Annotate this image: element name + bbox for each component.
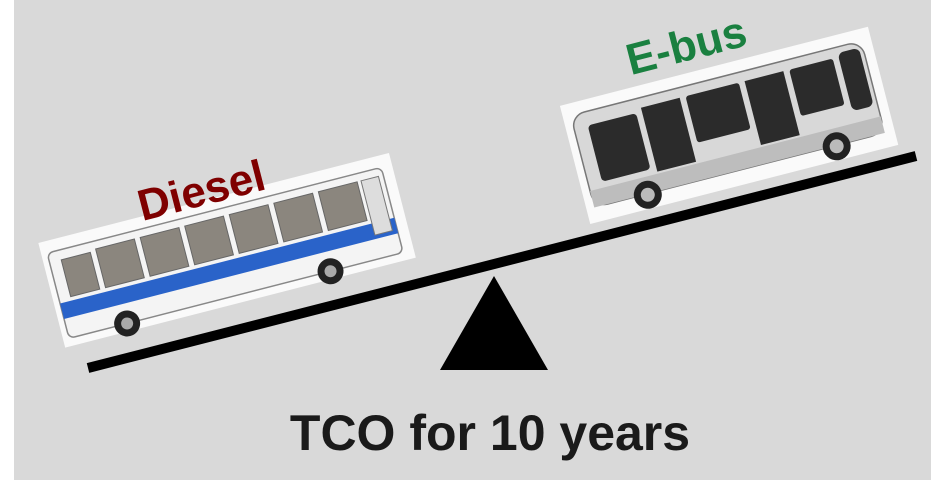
caption: TCO for 10 years bbox=[290, 405, 690, 461]
diagram: Diesel E-bus TCO for 10 years bbox=[0, 0, 945, 480]
